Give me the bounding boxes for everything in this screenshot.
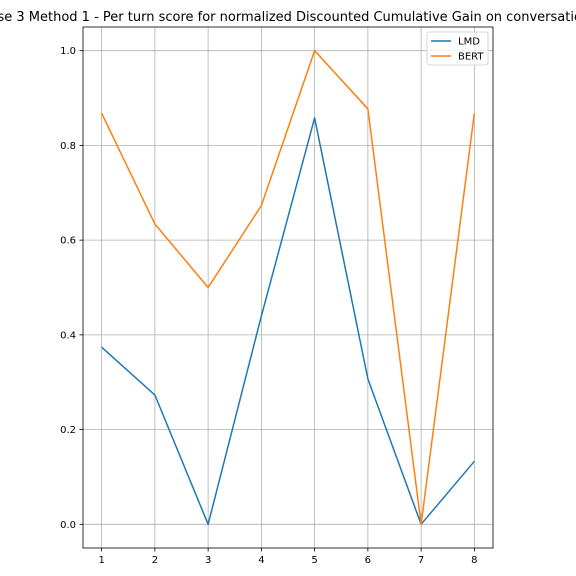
x-tick-label: 2 [152, 555, 158, 566]
grid [83, 27, 493, 548]
series-line-bert [100, 49, 476, 526]
legend: LMD BERT [426, 31, 489, 66]
x-tick-label: 4 [258, 555, 264, 566]
series-layer [100, 49, 476, 526]
axes-frame [82, 26, 494, 549]
y-tick-label: 0.4 [60, 330, 76, 341]
x-tick-label: 5 [311, 555, 317, 566]
y-tick-label: 0.6 [60, 236, 76, 247]
ticks: 1 2 3 4 5 6 7 8 0.0 0.2 0.4 0.6 0.8 1.0 [60, 46, 477, 566]
series-line-lmd [101, 117, 475, 526]
y-tick-label: 1.0 [60, 46, 76, 57]
y-tick-label: 0.0 [60, 520, 76, 531]
legend-label-bert: BERT [458, 52, 484, 63]
x-tick-label: 8 [471, 555, 477, 566]
x-tick-label: 1 [98, 555, 104, 566]
x-tick-label: 3 [205, 555, 211, 566]
y-tick-label: 0.8 [60, 141, 76, 152]
x-tick-label: 7 [418, 555, 424, 566]
x-tick-label: 6 [365, 555, 371, 566]
legend-label-lmd: LMD [458, 37, 480, 48]
chart-title: Phase 3 Method 1 - Per turn score for no… [0, 10, 576, 25]
y-tick-label: 0.2 [60, 425, 76, 436]
